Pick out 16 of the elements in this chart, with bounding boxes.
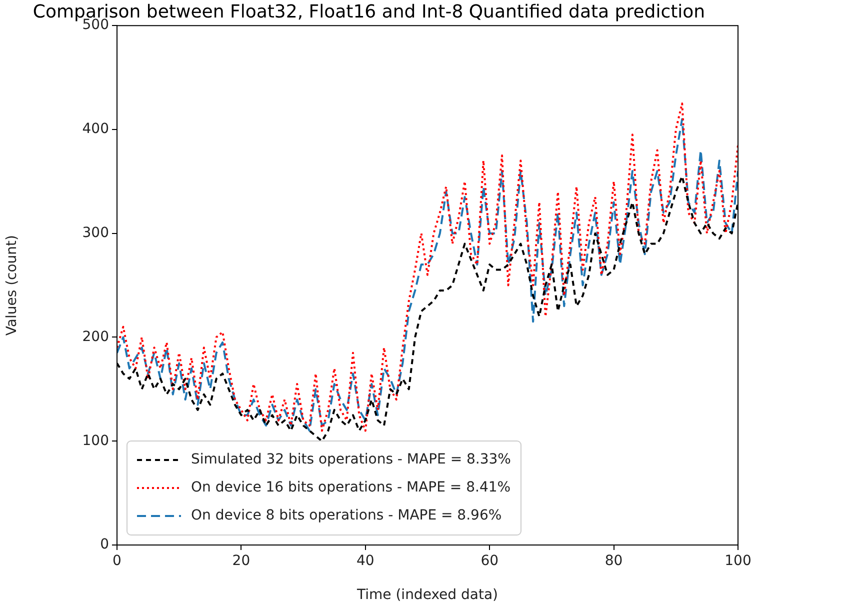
x-tick-label: 100	[724, 553, 752, 570]
legend-label: Simulated 32 bits operations - MAPE = 8.33%	[191, 452, 511, 468]
x-tick-label: 80	[604, 553, 623, 570]
x-axis-title: Time (indexed data)	[356, 587, 498, 604]
y-tick-label: 100	[82, 432, 109, 449]
y-axis-title: Values (count)	[4, 234, 20, 336]
y-tick-label: 400	[82, 121, 109, 138]
y-tick-label: 300	[82, 225, 109, 241]
legend-label: On device 8 bits operations - MAPE = 8.96%	[191, 508, 502, 524]
x-tick-label: 0	[112, 553, 122, 570]
y-tick-label: 0	[100, 536, 109, 553]
x-tick-label: 20	[232, 553, 250, 570]
legend-label: On device 16 bits operations - MAPE = 8.41%	[191, 480, 511, 496]
y-tick-label: 200	[82, 328, 109, 345]
x-tick-label: 60	[480, 553, 499, 570]
x-tick-label: 40	[356, 553, 374, 570]
